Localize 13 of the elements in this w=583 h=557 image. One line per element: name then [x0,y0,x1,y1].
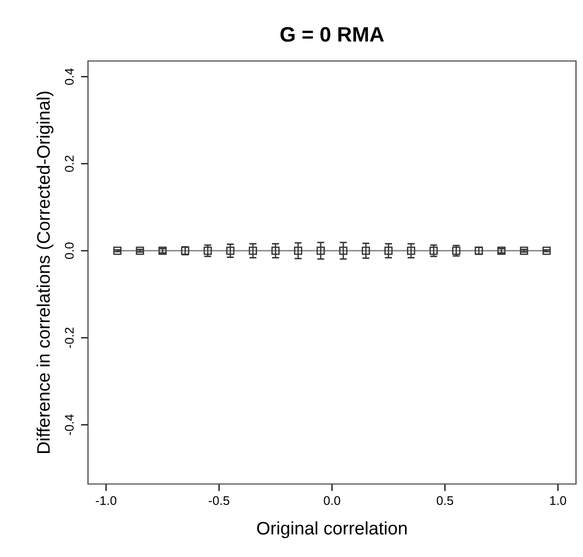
x-tick-label: 0.5 [436,496,454,505]
y-tick-label: 0.2 [64,156,74,172]
y-axis-title: Difference in correlations (Corrected-Original) [36,92,54,453]
x-tick-label: 1.0 [550,496,566,505]
x-axis-title: Original correlation [257,521,407,538]
x-tick-label: 0.0 [324,496,340,505]
y-tick-label: -0.4 [64,414,74,436]
x-tick-label: -0.5 [208,496,230,505]
x-tick-label: -1.0 [96,496,116,505]
chart-title: G = 0 RMA [280,27,384,42]
y-tick-label: 0.4 [64,68,74,85]
y-tick-label: 0.0 [64,242,74,259]
y-tick-label: -0.2 [64,328,74,348]
